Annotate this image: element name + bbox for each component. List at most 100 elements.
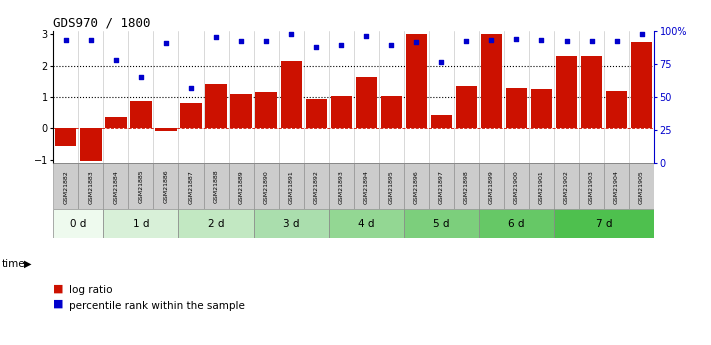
Bar [356,77,377,128]
Bar [529,163,554,209]
Bar [53,163,78,209]
Point [336,42,347,48]
Text: 1 d: 1 d [133,218,149,228]
Text: GSM21892: GSM21892 [314,170,319,204]
Text: 2 d: 2 d [208,218,224,228]
Text: GSM21886: GSM21886 [164,170,169,204]
Bar [181,102,202,128]
Bar [331,96,352,128]
Bar [554,163,579,209]
Bar [103,209,178,238]
Point [135,74,146,79]
Bar [254,209,328,238]
Text: GSM21893: GSM21893 [338,170,343,204]
Point [260,38,272,44]
Bar [406,34,427,128]
Bar [504,163,529,209]
Text: GSM21885: GSM21885 [139,170,144,204]
Text: 3 d: 3 d [283,218,299,228]
Text: GSM21899: GSM21899 [489,170,494,204]
Text: GSM21888: GSM21888 [213,170,218,204]
Bar [579,163,604,209]
Bar [456,86,477,128]
Point [411,39,422,45]
Bar [129,163,154,209]
Bar [255,92,277,128]
Text: GSM21902: GSM21902 [564,170,569,204]
Bar [404,209,479,238]
Point [186,85,197,90]
Text: GDS970 / 1800: GDS970 / 1800 [53,17,151,30]
Point [561,38,572,44]
Text: GSM21882: GSM21882 [63,170,68,204]
Point [360,33,372,39]
Text: 7 d: 7 d [596,218,612,228]
Bar [306,99,327,128]
Bar [55,128,77,146]
Point [636,31,647,37]
Bar [304,163,328,209]
Text: GSM21890: GSM21890 [264,170,269,204]
Point [611,38,622,44]
Bar [78,163,103,209]
Bar [554,209,654,238]
Text: GSM21900: GSM21900 [514,170,519,204]
Bar [178,163,203,209]
Bar [279,163,304,209]
Text: log ratio: log ratio [69,285,112,295]
Text: GSM21901: GSM21901 [539,170,544,204]
Bar [631,42,652,128]
Text: GSM21896: GSM21896 [414,170,419,204]
Bar [506,88,527,128]
Text: ■: ■ [53,299,64,309]
Text: percentile rank within the sample: percentile rank within the sample [69,301,245,311]
Text: 0 d: 0 d [70,218,87,228]
Text: GSM21887: GSM21887 [188,170,193,204]
Bar [230,95,252,128]
Text: GSM21904: GSM21904 [614,170,619,204]
Point [160,40,171,46]
Text: GSM21884: GSM21884 [114,170,119,204]
Point [461,38,472,44]
Bar [103,163,129,209]
Point [285,31,296,37]
Bar [228,163,254,209]
Bar [454,163,479,209]
Bar [353,163,379,209]
Text: GSM21903: GSM21903 [589,170,594,204]
Bar [404,163,429,209]
Bar [155,128,176,130]
Bar [203,163,228,209]
Bar [604,163,629,209]
Bar [379,163,404,209]
Text: GSM21889: GSM21889 [239,170,244,204]
Text: GSM21883: GSM21883 [88,170,93,204]
Point [436,60,447,65]
Text: GSM21894: GSM21894 [364,170,369,204]
Point [536,37,547,42]
Point [110,57,122,63]
Point [85,38,97,43]
Bar [254,163,279,209]
Bar [481,34,502,128]
Text: GSM21891: GSM21891 [289,170,294,204]
Bar [380,96,402,128]
Bar [178,209,254,238]
Bar [531,89,552,128]
Point [510,36,522,42]
Text: GSM21895: GSM21895 [389,170,394,204]
Bar [154,163,178,209]
Point [385,42,397,48]
Bar [53,209,103,238]
Bar [431,115,452,128]
Bar [328,209,404,238]
Text: GSM21905: GSM21905 [639,170,644,204]
Text: 4 d: 4 d [358,218,375,228]
Text: 6 d: 6 d [508,218,525,228]
Text: ■: ■ [53,284,64,294]
Bar [606,91,627,128]
Text: GSM21897: GSM21897 [439,170,444,204]
Bar [479,163,504,209]
Point [210,34,222,40]
Point [235,38,247,44]
